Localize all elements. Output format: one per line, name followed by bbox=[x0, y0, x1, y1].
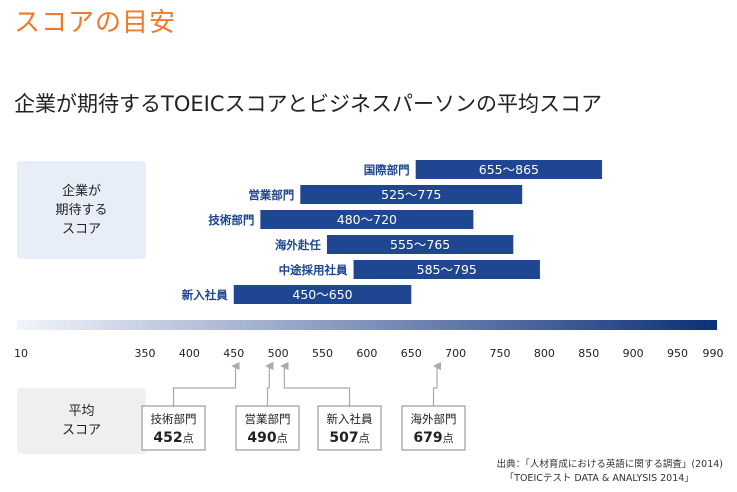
average-box bbox=[401, 405, 466, 451]
range-bar bbox=[300, 185, 523, 204]
tick-label: 900 bbox=[623, 347, 644, 360]
average-pointer bbox=[280, 361, 351, 406]
range-value-label: 480～720 bbox=[337, 212, 397, 227]
range-value-label: 450～650 bbox=[292, 287, 352, 302]
tick-label: 500 bbox=[268, 347, 289, 360]
average-value-label: 452点 bbox=[153, 430, 193, 446]
tick-label: 600 bbox=[356, 347, 377, 360]
source-line-1: 出典：「人材育成における英語に関する調査」(2014) bbox=[496, 459, 723, 470]
range-category-label: 新入社員 bbox=[182, 288, 228, 302]
average-value-label: 507点 bbox=[329, 430, 369, 446]
average-box bbox=[235, 405, 300, 451]
tick-label: 450 bbox=[223, 347, 244, 360]
average-pointer bbox=[432, 361, 442, 406]
tick-label: 10 bbox=[14, 347, 28, 360]
expected-score-label: 企業が 期待する スコア bbox=[17, 161, 146, 259]
tick-label: 350 bbox=[135, 347, 156, 360]
average-box bbox=[317, 405, 382, 451]
average-category-label: 新入社員 bbox=[327, 412, 373, 426]
range-bar bbox=[353, 260, 540, 279]
page-heading: スコアの目安 bbox=[14, 8, 177, 38]
average-category-label: 営業部門 bbox=[245, 412, 291, 426]
range-category-label: 海外赴任 bbox=[275, 238, 321, 252]
average-category-label: 海外部門 bbox=[411, 412, 457, 426]
range-value-label: 655～865 bbox=[479, 162, 539, 177]
tick-label: 550 bbox=[312, 347, 333, 360]
chart-title: 企業が期待するTOEICスコアとビジネスパーソンの平均スコア bbox=[14, 92, 603, 116]
range-bar bbox=[415, 160, 603, 179]
range-category-label: 営業部門 bbox=[248, 188, 294, 202]
range-bar bbox=[326, 235, 514, 254]
average-value-label: 490点 bbox=[247, 430, 287, 446]
range-category-label: 中途採用社員 bbox=[279, 263, 348, 277]
range-value-label: 555～765 bbox=[390, 237, 450, 252]
range-bar bbox=[260, 210, 474, 229]
average-pointer bbox=[172, 361, 240, 406]
tick-label: 800 bbox=[534, 347, 555, 360]
tick-label: 650 bbox=[401, 347, 422, 360]
tick-label: 400 bbox=[179, 347, 200, 360]
tick-label: 700 bbox=[445, 347, 466, 360]
range-category-label: 技術部門 bbox=[208, 213, 254, 227]
average-pointer bbox=[265, 361, 274, 406]
average-value-label: 679点 bbox=[413, 430, 453, 446]
tick-label: 990 bbox=[703, 347, 724, 360]
source-note: 出典：「人材育成における英語に関する調査」(2014) 「TOEICテスト DA… bbox=[497, 458, 723, 486]
average-category-label: 技術部門 bbox=[151, 412, 197, 426]
range-value-label: 525～775 bbox=[381, 187, 441, 202]
source-line-2: 「TOEICテスト DATA & ANALYSIS 2014」 bbox=[504, 473, 694, 484]
average-score-label: 平均 スコア bbox=[17, 388, 146, 454]
range-bar bbox=[233, 285, 412, 304]
tick-label: 750 bbox=[490, 347, 511, 360]
tick-label: 850 bbox=[578, 347, 599, 360]
tick-label: 950 bbox=[667, 347, 688, 360]
range-value-label: 585～795 bbox=[417, 262, 477, 277]
score-scale-bar bbox=[17, 320, 717, 330]
range-category-label: 国際部門 bbox=[364, 163, 410, 177]
average-box bbox=[141, 405, 206, 451]
